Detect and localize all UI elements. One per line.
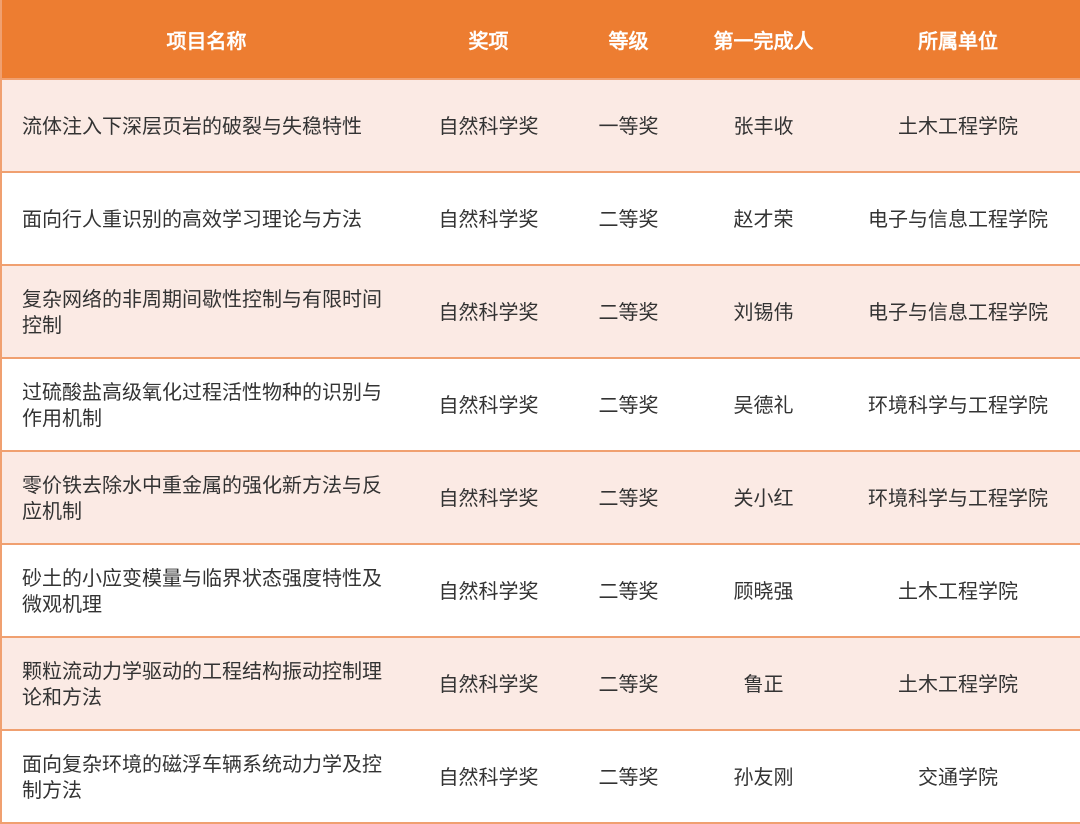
cell-grade: 二等奖: [566, 543, 691, 637]
table-row: 复杂网络的非周期间歇性控制与有限时间控制 自然科学奖 二等奖 刘锡伟 电子与信息工程学院: [1, 264, 1080, 358]
cell-grade: 二等奖: [566, 636, 691, 730]
table-row: 流体注入下深层页岩的破裂与失稳特性 自然科学奖 一等奖 张丰收 土木工程学院: [1, 78, 1080, 172]
cell-award: 自然科学奖: [411, 264, 566, 358]
cell-grade: 二等奖: [566, 729, 691, 823]
cell-grade: 二等奖: [566, 450, 691, 544]
table-row: 零价铁去除水中重金属的强化新方法与反应机制 自然科学奖 二等奖 关小红 环境科学与工程学…: [1, 450, 1080, 544]
cell-project-name: 流体注入下深层页岩的破裂与失稳特性: [1, 78, 411, 172]
cell-award: 自然科学奖: [411, 729, 566, 823]
cell-project-name: 面向行人重识别的高效学习理论与方法: [1, 171, 411, 265]
cell-project-name: 零价铁去除水中重金属的强化新方法与反应机制: [1, 450, 411, 544]
header-unit: 所属单位: [836, 0, 1080, 79]
table-row: 砂土的小应变模量与临界状态强度特性及微观机理 自然科学奖 二等奖 顾晓强 土木工程学院: [1, 543, 1080, 637]
cell-award: 自然科学奖: [411, 450, 566, 544]
table-row: 面向行人重识别的高效学习理论与方法 自然科学奖 二等奖 赵才荣 电子与信息工程学院: [1, 171, 1080, 265]
cell-award: 自然科学奖: [411, 636, 566, 730]
cell-award: 自然科学奖: [411, 543, 566, 637]
header-project-name: 项目名称: [1, 0, 411, 79]
cell-unit: 土木工程学院: [836, 636, 1080, 730]
table-row: 面向复杂环境的磁浮车辆系统动力学及控制方法 自然科学奖 二等奖 孙友刚 交通学院: [1, 729, 1080, 823]
cell-first-author: 吴德礼: [691, 357, 836, 451]
cell-project-name: 砂土的小应变模量与临界状态强度特性及微观机理: [1, 543, 411, 637]
header-row: 项目名称 奖项 等级 第一完成人 所属单位: [1, 0, 1080, 79]
header-first-author: 第一完成人: [691, 0, 836, 79]
cell-unit: 电子与信息工程学院: [836, 171, 1080, 265]
cell-first-author: 赵才荣: [691, 171, 836, 265]
cell-award: 自然科学奖: [411, 78, 566, 172]
cell-grade: 一等奖: [566, 78, 691, 172]
cell-project-name: 面向复杂环境的磁浮车辆系统动力学及控制方法: [1, 729, 411, 823]
cell-first-author: 孙友刚: [691, 729, 836, 823]
cell-project-name: 复杂网络的非周期间歇性控制与有限时间控制: [1, 264, 411, 358]
cell-unit: 土木工程学院: [836, 78, 1080, 172]
cell-project-name: 过硫酸盐高级氧化过程活性物种的识别与作用机制: [1, 357, 411, 451]
header-grade: 等级: [566, 0, 691, 79]
cell-first-author: 刘锡伟: [691, 264, 836, 358]
cell-project-name: 颗粒流动力学驱动的工程结构振动控制理论和方法: [1, 636, 411, 730]
cell-grade: 二等奖: [566, 357, 691, 451]
cell-unit: 土木工程学院: [836, 543, 1080, 637]
table-row: 颗粒流动力学驱动的工程结构振动控制理论和方法 自然科学奖 二等奖 鲁正 土木工程学院: [1, 636, 1080, 730]
cell-grade: 二等奖: [566, 264, 691, 358]
cell-grade: 二等奖: [566, 171, 691, 265]
cell-unit: 交通学院: [836, 729, 1080, 823]
cell-award: 自然科学奖: [411, 357, 566, 451]
cell-award: 自然科学奖: [411, 171, 566, 265]
cell-first-author: 顾晓强: [691, 543, 836, 637]
cell-first-author: 张丰收: [691, 78, 836, 172]
cell-first-author: 鲁正: [691, 636, 836, 730]
cell-first-author: 关小红: [691, 450, 836, 544]
cell-unit: 电子与信息工程学院: [836, 264, 1080, 358]
cell-unit: 环境科学与工程学院: [836, 450, 1080, 544]
table-row: 过硫酸盐高级氧化过程活性物种的识别与作用机制 自然科学奖 二等奖 吴德礼 环境科学与工程…: [1, 357, 1080, 451]
header-award: 奖项: [411, 0, 566, 79]
cell-unit: 环境科学与工程学院: [836, 357, 1080, 451]
